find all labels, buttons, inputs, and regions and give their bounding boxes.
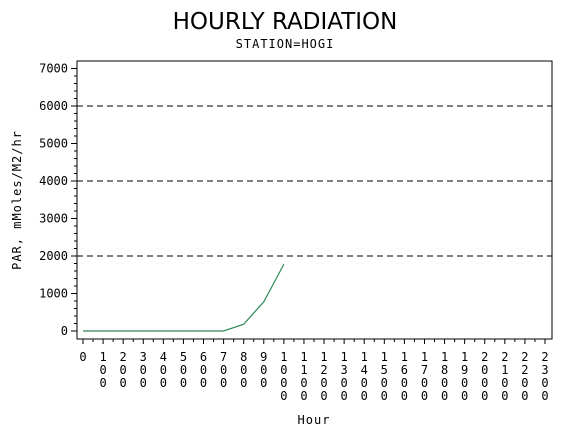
y-tick-label: 6000 <box>39 99 68 113</box>
y-tick-label: 0 <box>61 324 68 338</box>
series-line <box>83 263 285 332</box>
y-axis-label: PAR, mMoles/M2/hr <box>10 130 24 270</box>
y-tick-label: 3000 <box>39 212 68 226</box>
y-tick-label: 4000 <box>39 174 68 188</box>
y-axis: 0 1000 2000 3000 4000 5000 6000 7000 <box>39 62 77 338</box>
x-axis: 0 1 0 0 2 0 0 3 0 0 4 0 0 5 0 0 6 0 0 7 0 0 8 0 0 9 0 0 1 0 0 0 1 1 0 0 1 2 0 0… <box>79 339 549 403</box>
y-tick-label: 5000 <box>39 137 68 151</box>
series-layer <box>83 263 285 332</box>
chart-subtitle: STATION=HOGI <box>236 37 335 51</box>
y-tick-label: 7000 <box>39 62 68 76</box>
plot-frame <box>76 60 553 340</box>
y-tick-label: 2000 <box>39 249 68 263</box>
y-tick-label: 1000 <box>39 287 68 301</box>
chart-title: HOURLY RADIATION <box>173 9 398 35</box>
x-tick-label: 0 <box>79 350 86 364</box>
reference-lines <box>77 105 552 257</box>
x-axis-label: Hour <box>298 413 331 427</box>
